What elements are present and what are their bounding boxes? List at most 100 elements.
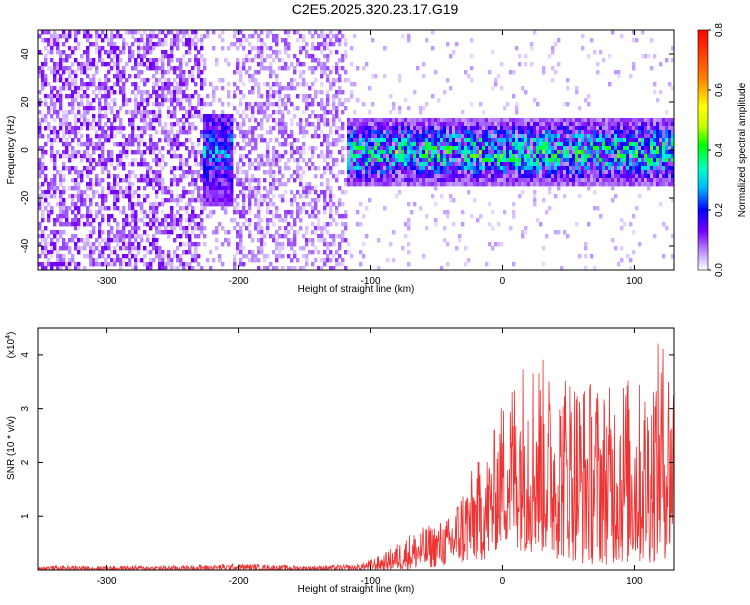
spectrogram-cell [257, 102, 261, 107]
spectrogram-cell [98, 78, 102, 83]
spectrogram-cell [167, 98, 171, 103]
spectrogram-cell [386, 182, 390, 187]
spectrogram-cell [437, 154, 441, 159]
spectrogram-cell [503, 154, 507, 159]
spectrogram-cell [566, 134, 570, 139]
spectrogram-cell [491, 246, 495, 251]
spectrogram-cell [605, 154, 609, 159]
spectrogram-cell [98, 138, 102, 143]
spectrogram-cell [227, 166, 231, 171]
spectrogram-cell [152, 246, 156, 251]
spectrogram-cell [50, 34, 54, 39]
spectrogram-cell [38, 198, 42, 203]
spectrogram-cell [92, 150, 96, 155]
spectrogram-cell [191, 226, 195, 231]
spectrogram-cell [53, 102, 57, 107]
spectrogram-cell [107, 70, 111, 75]
spectrogram-cell [248, 34, 252, 39]
spectrogram-cell [515, 102, 519, 107]
spectrogram-cell [347, 146, 351, 151]
spectrogram-cell [542, 170, 546, 175]
spectrogram-cell [89, 230, 93, 235]
spectrogram-cell [266, 218, 270, 223]
spectrogram-cell [458, 170, 462, 175]
spectrogram-cell [62, 130, 66, 135]
spectrogram-cell [398, 130, 402, 135]
spectrogram-cell [215, 246, 219, 251]
spectrogram-cell [311, 46, 315, 51]
spectrogram-cell [230, 182, 234, 187]
spectrogram-cell [161, 190, 165, 195]
spectrogram-cell [542, 126, 546, 131]
spectrogram-cell [137, 226, 141, 231]
spectrogram-cell [134, 266, 138, 270]
spectrogram-cell [482, 146, 486, 151]
spectrogram-cell [212, 122, 216, 127]
spectrogram-cell [176, 42, 180, 47]
spectrogram-cell [176, 258, 180, 263]
spectrogram-cell [197, 50, 201, 55]
spectrogram-cell [161, 98, 165, 103]
spectrogram-cell [266, 142, 270, 147]
spectrogram-cell [314, 130, 318, 135]
spectrogram-cell [332, 242, 336, 247]
spectrogram-cell [539, 126, 543, 131]
spectrogram-cell [86, 50, 90, 55]
spectrogram-cell [623, 146, 627, 151]
spectrogram-cell [527, 126, 531, 131]
spectrogram-cell [92, 218, 96, 223]
spectrogram-cell [71, 46, 75, 51]
spectrogram-cell [500, 150, 504, 155]
spectrogram-cell [257, 62, 261, 67]
spectrogram-cell [473, 130, 477, 135]
spectrogram-cell [179, 106, 183, 111]
spectrogram-cell [344, 250, 348, 255]
spectrogram-cell [224, 134, 228, 139]
spectrogram-cell [254, 70, 258, 75]
spectrogram-cell [125, 194, 129, 199]
spectrogram-cell [71, 50, 75, 55]
spectrogram-cell [170, 94, 174, 99]
spectrogram-cell [98, 182, 102, 187]
spectrogram-cell [149, 170, 153, 175]
spectrogram-cell [536, 218, 540, 223]
spectrogram-cell [152, 62, 156, 67]
spectrogram-cell [560, 158, 564, 163]
spectrogram-cell [353, 118, 357, 123]
spectrogram-cell [182, 54, 186, 59]
spectrogram-cell [518, 154, 522, 159]
spectrogram-cell [527, 118, 531, 123]
spectrogram-cell [221, 206, 225, 211]
spectrogram-cell [227, 194, 231, 199]
spectrogram-cell [449, 182, 453, 187]
spectrogram-cell [65, 66, 69, 71]
spectrogram-cell [161, 186, 165, 191]
spectrogram-cell [551, 66, 555, 71]
spectrogram-cell [476, 146, 480, 151]
spectrogram-cell [593, 50, 597, 55]
spectrogram-cell [143, 78, 147, 83]
spectrogram-cell [584, 146, 588, 151]
spectrogram-cell [266, 66, 270, 71]
spectrogram-cell [536, 134, 540, 139]
spectrogram-cell [293, 250, 297, 255]
spectrogram-cell [605, 134, 609, 139]
spectrogram-cell [164, 94, 168, 99]
spectrogram-cell [242, 210, 246, 215]
spectrogram-cell [116, 238, 120, 243]
spectrogram-cell [326, 78, 330, 83]
spectrogram-cell [491, 210, 495, 215]
spectrogram-cell [38, 226, 42, 231]
spectrogram-cell [56, 70, 60, 75]
spectrogram-cell [143, 30, 147, 35]
spectrogram-cell [200, 266, 204, 270]
spectrogram-cell [329, 210, 333, 215]
spectrogram-cell [86, 214, 90, 219]
spectrogram-cell [257, 258, 261, 263]
spectrogram-cell [116, 34, 120, 39]
spectrogram-cell [338, 86, 342, 91]
spectrogram-cell [152, 186, 156, 191]
spectrogram-cell [533, 190, 537, 195]
spectrogram-cell [362, 166, 366, 171]
spectrogram-cell [446, 42, 450, 47]
